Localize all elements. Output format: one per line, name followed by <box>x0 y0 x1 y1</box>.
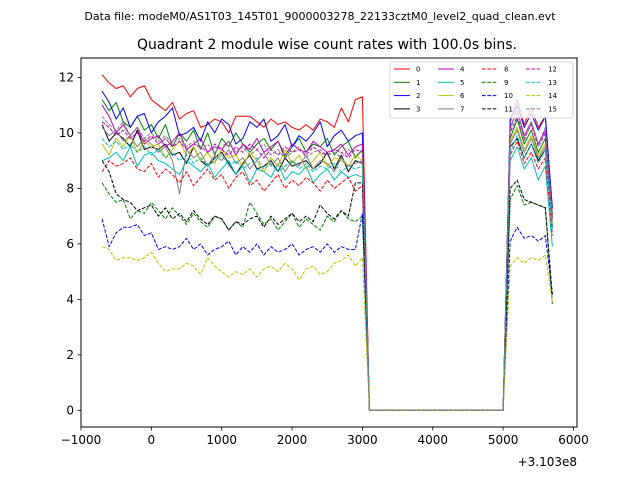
series-line-9 <box>101 182 553 411</box>
y-tick-label: 2 <box>66 348 74 362</box>
x-tick-label: 3000 <box>347 433 378 447</box>
x-tick-label: 5000 <box>488 433 519 447</box>
legend-label-14: 14 <box>548 92 557 100</box>
x-tick-label: 6000 <box>558 433 589 447</box>
legend-label-7: 7 <box>460 105 464 113</box>
x-tick-label: 1000 <box>206 433 237 447</box>
legend-label-2: 2 <box>416 92 420 100</box>
legend-box <box>389 61 574 119</box>
legend-label-12: 12 <box>548 66 557 74</box>
series-line-15 <box>101 107 553 411</box>
y-tick-label: 8 <box>66 181 74 195</box>
y-tick-label: 4 <box>66 292 74 306</box>
series-layer <box>101 74 553 411</box>
x-offset-label: +3.103e8 <box>518 455 577 469</box>
legend-label-4: 4 <box>460 66 465 74</box>
legend-label-3: 3 <box>416 105 420 113</box>
y-tick-label: 12 <box>59 70 74 84</box>
legend-label-0: 0 <box>416 66 420 74</box>
x-tick-label: 0 <box>148 433 156 447</box>
legend-label-11: 11 <box>504 105 513 113</box>
y-tick-label: 10 <box>59 126 74 140</box>
legend-label-1: 1 <box>416 79 420 87</box>
x-tick-label: 4000 <box>417 433 448 447</box>
legend-label-10: 10 <box>504 92 513 100</box>
legend-label-5: 5 <box>460 79 464 87</box>
series-line-8 <box>101 140 553 411</box>
legend-label-13: 13 <box>548 79 557 87</box>
legend-label-15: 15 <box>548 105 557 113</box>
figure-suptitle: Data file: modeM0/AS1T03_145T01_90000032… <box>84 10 556 23</box>
chart-title: Quadrant 2 module wise count rates with … <box>137 37 517 53</box>
legend-label-8: 8 <box>504 66 508 74</box>
legend-label-6: 6 <box>460 92 465 100</box>
x-tick-label: 2000 <box>277 433 308 447</box>
y-tick-label: 6 <box>66 237 74 251</box>
x-tick-label: −1000 <box>61 433 102 447</box>
axes-frame <box>80 57 578 428</box>
legend-label-9: 9 <box>504 79 508 87</box>
y-tick-label: 0 <box>66 403 74 417</box>
